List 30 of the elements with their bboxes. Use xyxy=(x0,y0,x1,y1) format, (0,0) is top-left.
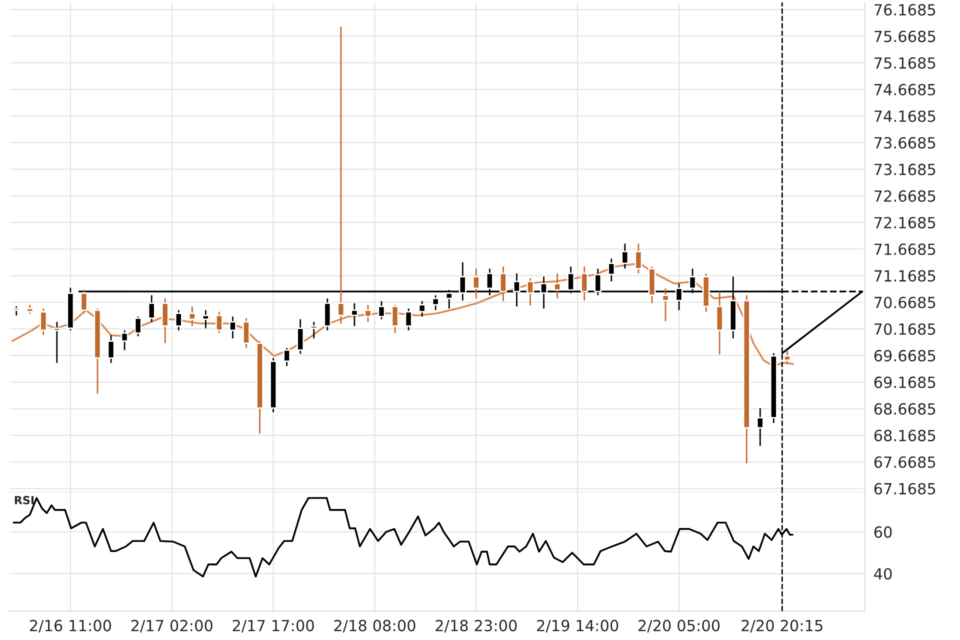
y-tick-label: 72.6685 xyxy=(874,190,936,202)
y-tick-label: 72.1685 xyxy=(874,216,936,228)
y-tick-label: 60 xyxy=(874,526,892,538)
x-tick-label: 2/16 11:00 xyxy=(30,620,112,633)
y-tick-label: 68.1685 xyxy=(874,430,936,442)
y-tick-label: 73.1685 xyxy=(874,164,936,176)
x-tick-label: 2/20 05:00 xyxy=(638,620,720,633)
x-tick-label: 2/17 17:00 xyxy=(232,620,314,633)
x-tick-label: 2/17 02:00 xyxy=(131,620,212,633)
y-tick-label: 70.1685 xyxy=(874,323,936,335)
y-tick-label: 69.6685 xyxy=(874,350,936,362)
y-tick-label: 68.6685 xyxy=(874,403,936,415)
y-tick-label: 70.6685 xyxy=(874,296,936,308)
x-tick-label: 2/19 14:00 xyxy=(537,620,618,633)
y-tick-label: 40 xyxy=(874,568,892,580)
x-tick-label: 2/20 20:15 xyxy=(742,620,822,633)
x-tick-label: 2/18 23:00 xyxy=(436,620,517,633)
x-tick-label: 2/18 08:00 xyxy=(334,620,416,633)
y-tick-label: 74.1685 xyxy=(874,110,936,122)
y-tick-label: 74.6685 xyxy=(874,84,936,96)
y-tick-label: 73.6685 xyxy=(874,137,936,149)
y-tick-label: 76.1685 xyxy=(874,4,936,16)
y-tick-label: 67.1685 xyxy=(874,482,936,495)
y-tick-label: 71.6685 xyxy=(874,244,936,256)
y-tick-label: 69.1685 xyxy=(874,376,936,388)
y-tick-label: 67.6685 xyxy=(874,456,936,468)
y-tick-label: 75.1685 xyxy=(874,57,936,69)
chart-title: RSI xyxy=(14,496,34,504)
y-tick-label: 71.1685 xyxy=(874,270,936,282)
y-tick-label: 75.6685 xyxy=(874,30,936,42)
